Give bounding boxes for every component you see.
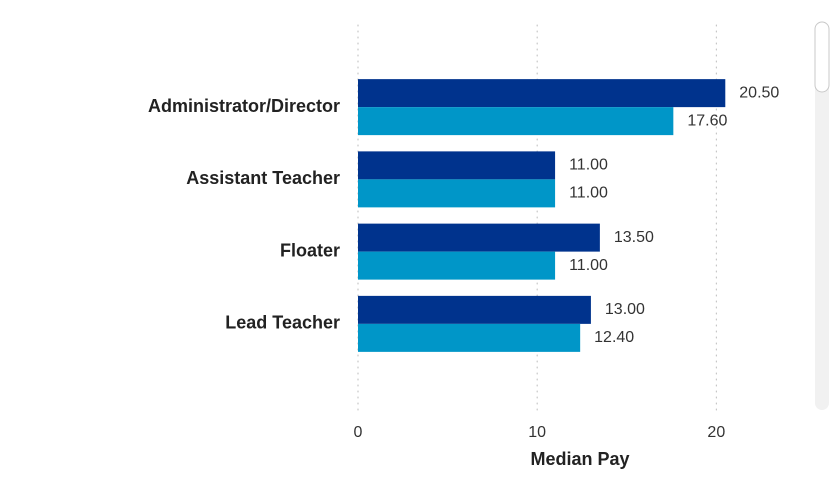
data-label: 13.00 bbox=[605, 301, 645, 318]
bar bbox=[358, 323, 581, 352]
y-tick-label: Floater bbox=[280, 240, 340, 260]
data-label: 11.00 bbox=[569, 257, 608, 274]
bar bbox=[358, 295, 591, 324]
data-label: 11.00 bbox=[569, 185, 608, 202]
bar bbox=[358, 223, 600, 252]
data-label: 13.50 bbox=[614, 229, 654, 246]
bar bbox=[358, 107, 674, 136]
x-tick-label: 0 bbox=[354, 424, 363, 441]
bar bbox=[358, 151, 556, 180]
data-label: 11.00 bbox=[569, 157, 608, 174]
scrollbar-track[interactable] bbox=[815, 22, 829, 410]
y-tick-label: Administrator/Director bbox=[148, 96, 340, 116]
data-label: 20.50 bbox=[739, 84, 779, 101]
y-tick-label: Lead Teacher bbox=[225, 313, 340, 333]
x-tick-label: 10 bbox=[528, 424, 546, 441]
y-tick-label: Assistant Teacher bbox=[186, 168, 340, 188]
bar bbox=[358, 251, 556, 280]
bar bbox=[358, 79, 726, 108]
x-axis-title: Median Pay bbox=[530, 449, 629, 469]
scrollbar-thumb[interactable] bbox=[814, 21, 830, 93]
data-label: 17.60 bbox=[687, 112, 727, 129]
x-tick-label: 20 bbox=[707, 424, 725, 441]
bar bbox=[358, 179, 556, 208]
data-label: 12.40 bbox=[594, 329, 634, 346]
